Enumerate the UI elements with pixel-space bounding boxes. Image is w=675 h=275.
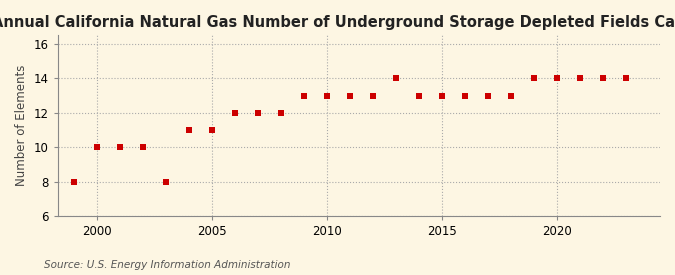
Point: [459, 93, 470, 98]
Point: [505, 93, 516, 98]
Point: [68, 179, 79, 184]
Point: [275, 111, 286, 115]
Point: [574, 76, 585, 81]
Point: [344, 93, 355, 98]
Text: Source: U.S. Energy Information Administration: Source: U.S. Energy Information Administ…: [44, 260, 290, 270]
Title: Annual California Natural Gas Number of Underground Storage Depleted Fields Capa: Annual California Natural Gas Number of …: [0, 15, 675, 30]
Point: [528, 76, 539, 81]
Y-axis label: Number of Elements: Number of Elements: [15, 65, 28, 186]
Point: [367, 93, 378, 98]
Point: [230, 111, 240, 115]
Point: [137, 145, 148, 149]
Point: [183, 128, 194, 132]
Point: [160, 179, 171, 184]
Point: [321, 93, 332, 98]
Point: [91, 145, 102, 149]
Point: [252, 111, 263, 115]
Point: [207, 128, 217, 132]
Point: [436, 93, 447, 98]
Point: [597, 76, 608, 81]
Point: [482, 93, 493, 98]
Point: [413, 93, 424, 98]
Point: [620, 76, 631, 81]
Point: [551, 76, 562, 81]
Point: [390, 76, 401, 81]
Point: [298, 93, 309, 98]
Point: [114, 145, 125, 149]
